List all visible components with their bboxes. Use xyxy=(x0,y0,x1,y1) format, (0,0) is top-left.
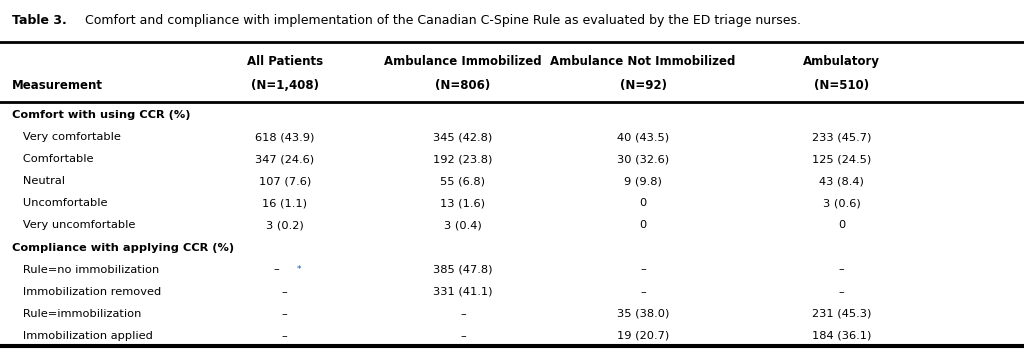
Text: Neutral: Neutral xyxy=(12,176,66,186)
Text: *: * xyxy=(297,265,301,274)
Text: (N=806): (N=806) xyxy=(435,79,490,92)
Text: 347 (24.6): 347 (24.6) xyxy=(255,154,314,164)
Text: Comfort and compliance with implementation of the Canadian C-Spine Rule as evalu: Comfort and compliance with implementati… xyxy=(77,14,801,27)
Text: 345 (42.8): 345 (42.8) xyxy=(433,132,493,142)
Text: –: – xyxy=(273,265,280,275)
Text: Rule=no immobilization: Rule=no immobilization xyxy=(12,265,160,275)
Text: 184 (36.1): 184 (36.1) xyxy=(812,331,871,341)
Text: 0: 0 xyxy=(838,220,846,231)
Text: –: – xyxy=(460,309,466,319)
Text: 13 (1.6): 13 (1.6) xyxy=(440,198,485,208)
Text: –: – xyxy=(282,331,288,341)
Text: Very uncomfortable: Very uncomfortable xyxy=(12,220,135,231)
Text: 40 (43.5): 40 (43.5) xyxy=(617,132,669,142)
Text: 618 (43.9): 618 (43.9) xyxy=(255,132,314,142)
Text: 331 (41.1): 331 (41.1) xyxy=(433,287,493,297)
Text: 0: 0 xyxy=(639,198,647,208)
Text: 43 (8.4): 43 (8.4) xyxy=(819,176,864,186)
Text: 3 (0.6): 3 (0.6) xyxy=(823,198,860,208)
Text: Ambulance Immobilized: Ambulance Immobilized xyxy=(384,55,542,68)
Text: –: – xyxy=(839,265,845,275)
Text: Immobilization applied: Immobilization applied xyxy=(12,331,154,341)
Text: 19 (20.7): 19 (20.7) xyxy=(616,331,670,341)
Text: (N=1,408): (N=1,408) xyxy=(251,79,318,92)
Text: –: – xyxy=(282,309,288,319)
Text: –: – xyxy=(460,331,466,341)
Text: Comfort with using CCR (%): Comfort with using CCR (%) xyxy=(12,110,190,120)
Text: Uncomfortable: Uncomfortable xyxy=(12,198,108,208)
Text: 233 (45.7): 233 (45.7) xyxy=(812,132,871,142)
Text: –: – xyxy=(282,287,288,297)
Text: –: – xyxy=(839,287,845,297)
Text: 107 (7.6): 107 (7.6) xyxy=(258,176,311,186)
Text: Table 3.: Table 3. xyxy=(12,14,67,27)
Text: Ambulatory: Ambulatory xyxy=(803,55,881,68)
Text: 3 (0.2): 3 (0.2) xyxy=(266,220,303,231)
Text: 55 (6.8): 55 (6.8) xyxy=(440,176,485,186)
Text: (N=92): (N=92) xyxy=(620,79,667,92)
Text: Very comfortable: Very comfortable xyxy=(12,132,121,142)
Text: 192 (23.8): 192 (23.8) xyxy=(433,154,493,164)
Text: (N=510): (N=510) xyxy=(814,79,869,92)
Text: 385 (47.8): 385 (47.8) xyxy=(433,265,493,275)
Text: Comfortable: Comfortable xyxy=(12,154,94,164)
Text: Rule=immobilization: Rule=immobilization xyxy=(12,309,141,319)
Text: 3 (0.4): 3 (0.4) xyxy=(444,220,481,231)
Text: Measurement: Measurement xyxy=(12,79,103,92)
Text: 16 (1.1): 16 (1.1) xyxy=(262,198,307,208)
Text: 125 (24.5): 125 (24.5) xyxy=(812,154,871,164)
Text: –: – xyxy=(640,287,646,297)
Text: 231 (45.3): 231 (45.3) xyxy=(812,309,871,319)
Text: 0: 0 xyxy=(639,220,647,231)
Text: Immobilization removed: Immobilization removed xyxy=(12,287,162,297)
Text: –: – xyxy=(640,265,646,275)
Text: 30 (32.6): 30 (32.6) xyxy=(617,154,669,164)
Text: All Patients: All Patients xyxy=(247,55,323,68)
Text: Ambulance Not Immobilized: Ambulance Not Immobilized xyxy=(550,55,736,68)
Text: Compliance with applying CCR (%): Compliance with applying CCR (%) xyxy=(12,243,234,252)
Text: 9 (9.8): 9 (9.8) xyxy=(625,176,662,186)
Text: 35 (38.0): 35 (38.0) xyxy=(616,309,670,319)
